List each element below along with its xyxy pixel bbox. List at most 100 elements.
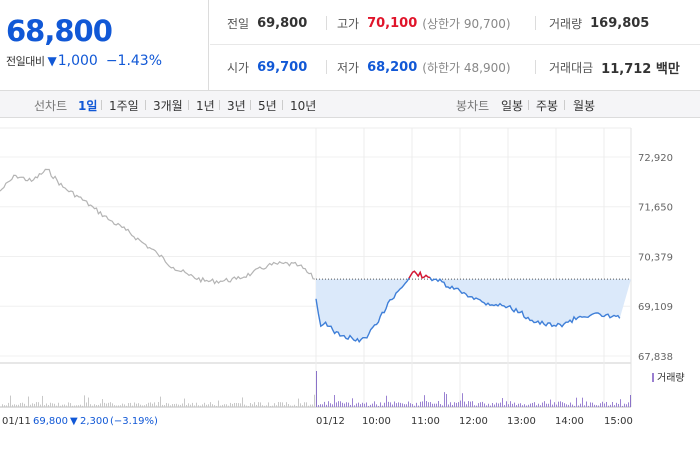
volume-bar [506, 401, 507, 407]
volume-bar [480, 402, 481, 407]
volume-bar [222, 404, 223, 407]
stat-prev-close: 전일 69,800 [227, 15, 308, 31]
volume-bar [204, 402, 205, 407]
volume-bar [354, 405, 355, 407]
period-10y[interactable]: 10년 [290, 99, 317, 113]
volume-bar [96, 405, 97, 407]
volume-bar [160, 396, 161, 407]
volume-bar [580, 403, 581, 407]
volume-bar [520, 403, 521, 407]
volume-bar [348, 402, 349, 407]
period-3m[interactable]: 3개월 [153, 99, 183, 113]
volume-bar [326, 404, 327, 407]
price-chart[interactable]: 72,920 71,650 70,379 69,109 67,838 거래량 0… [0, 119, 700, 450]
volume-bar [490, 405, 491, 407]
volume-bar [340, 401, 341, 407]
period-5y[interactable]: 5년 [258, 99, 277, 113]
volume-bar [610, 404, 611, 407]
volume-bar [562, 402, 563, 407]
volume-bar [440, 404, 441, 407]
volume-bar [228, 405, 229, 407]
volume-bar [24, 403, 25, 407]
volume-bar [264, 405, 265, 407]
volume-bar [314, 394, 315, 407]
change-label: 전일대비 [6, 55, 45, 68]
volume-bar [286, 402, 287, 407]
period-1y[interactable]: 1년 [196, 99, 215, 113]
volume-bar [576, 397, 577, 407]
period-1w[interactable]: 1주일 [109, 99, 139, 113]
volume-bar [378, 405, 379, 407]
volume-bar [22, 402, 23, 407]
volume-bar [412, 404, 413, 407]
volume-bar [320, 404, 321, 407]
volume-bar [238, 403, 239, 407]
volume-bar [468, 401, 469, 407]
volume-bar [518, 403, 519, 407]
volume-bar [380, 402, 381, 407]
volume-bar [138, 403, 139, 407]
volume-bar [274, 403, 275, 407]
y-tick-label: 69,109 [638, 302, 673, 313]
volume-bar [372, 403, 373, 407]
volume-bar [6, 405, 7, 407]
volume-bar [226, 404, 227, 407]
volume-bar [14, 404, 15, 407]
volume-bar [112, 403, 113, 407]
period-1d[interactable]: 1일 [78, 99, 98, 113]
volume-bar [602, 401, 603, 407]
volume-bar [464, 401, 465, 407]
candle-monthly[interactable]: 월봉 [573, 99, 596, 113]
candle-weekly[interactable]: 주봉 [536, 99, 559, 113]
volume-bar [330, 403, 331, 407]
volume-bar [578, 405, 579, 407]
volume-bar [214, 405, 215, 407]
x-label-time: 14:00 [555, 416, 584, 427]
volume-bar [410, 403, 411, 407]
volume-bar [70, 403, 71, 407]
volume-bar [608, 405, 609, 407]
volume-bar [74, 405, 75, 407]
volume-bar [20, 403, 21, 407]
volume-bar [362, 402, 363, 407]
volume-bar [366, 402, 367, 407]
volume-bar [34, 403, 35, 407]
volume-bar [46, 403, 47, 407]
period-3y[interactable]: 3년 [227, 99, 246, 113]
volume-bar [206, 404, 207, 407]
volume-bar [50, 402, 51, 407]
price-chart-svg: 72,920 71,650 70,379 69,109 67,838 거래량 0… [0, 127, 685, 427]
volume-bar [586, 401, 587, 407]
volume-bar [260, 402, 261, 407]
quote-summary: 68,800 전일대비 ▼ 1,000 −1.43% [0, 0, 209, 90]
volume-bar [48, 404, 49, 407]
volume-bar [352, 398, 353, 407]
volume-bar [434, 403, 435, 407]
volume-bar [368, 405, 369, 407]
candle-daily[interactable]: 일봉 [501, 99, 524, 113]
volume-bar [402, 403, 403, 407]
volume-bar [408, 401, 409, 407]
volume-bar [276, 405, 277, 407]
volume-bar [592, 402, 593, 407]
volume-bar [542, 402, 543, 407]
volume-bar [484, 403, 485, 407]
volume-bar [496, 402, 497, 407]
volume-bar [198, 405, 199, 407]
volume-bar [298, 398, 299, 407]
volume-bar [254, 402, 255, 407]
volume-bar [158, 402, 159, 407]
volume-bar [582, 397, 583, 407]
volume-bar [460, 400, 461, 407]
volume-bar [4, 405, 5, 407]
x-label-time: 11:00 [411, 416, 440, 427]
line-chart-label: 선차트 [34, 99, 68, 113]
volume-bar [328, 401, 329, 407]
volume-bar [148, 402, 149, 407]
volume-bar [546, 403, 547, 407]
volume-bar [18, 404, 19, 407]
volume-bar [430, 402, 431, 407]
volume-bar [628, 402, 629, 407]
volume-bar [292, 405, 293, 407]
volume-bar [476, 405, 477, 407]
